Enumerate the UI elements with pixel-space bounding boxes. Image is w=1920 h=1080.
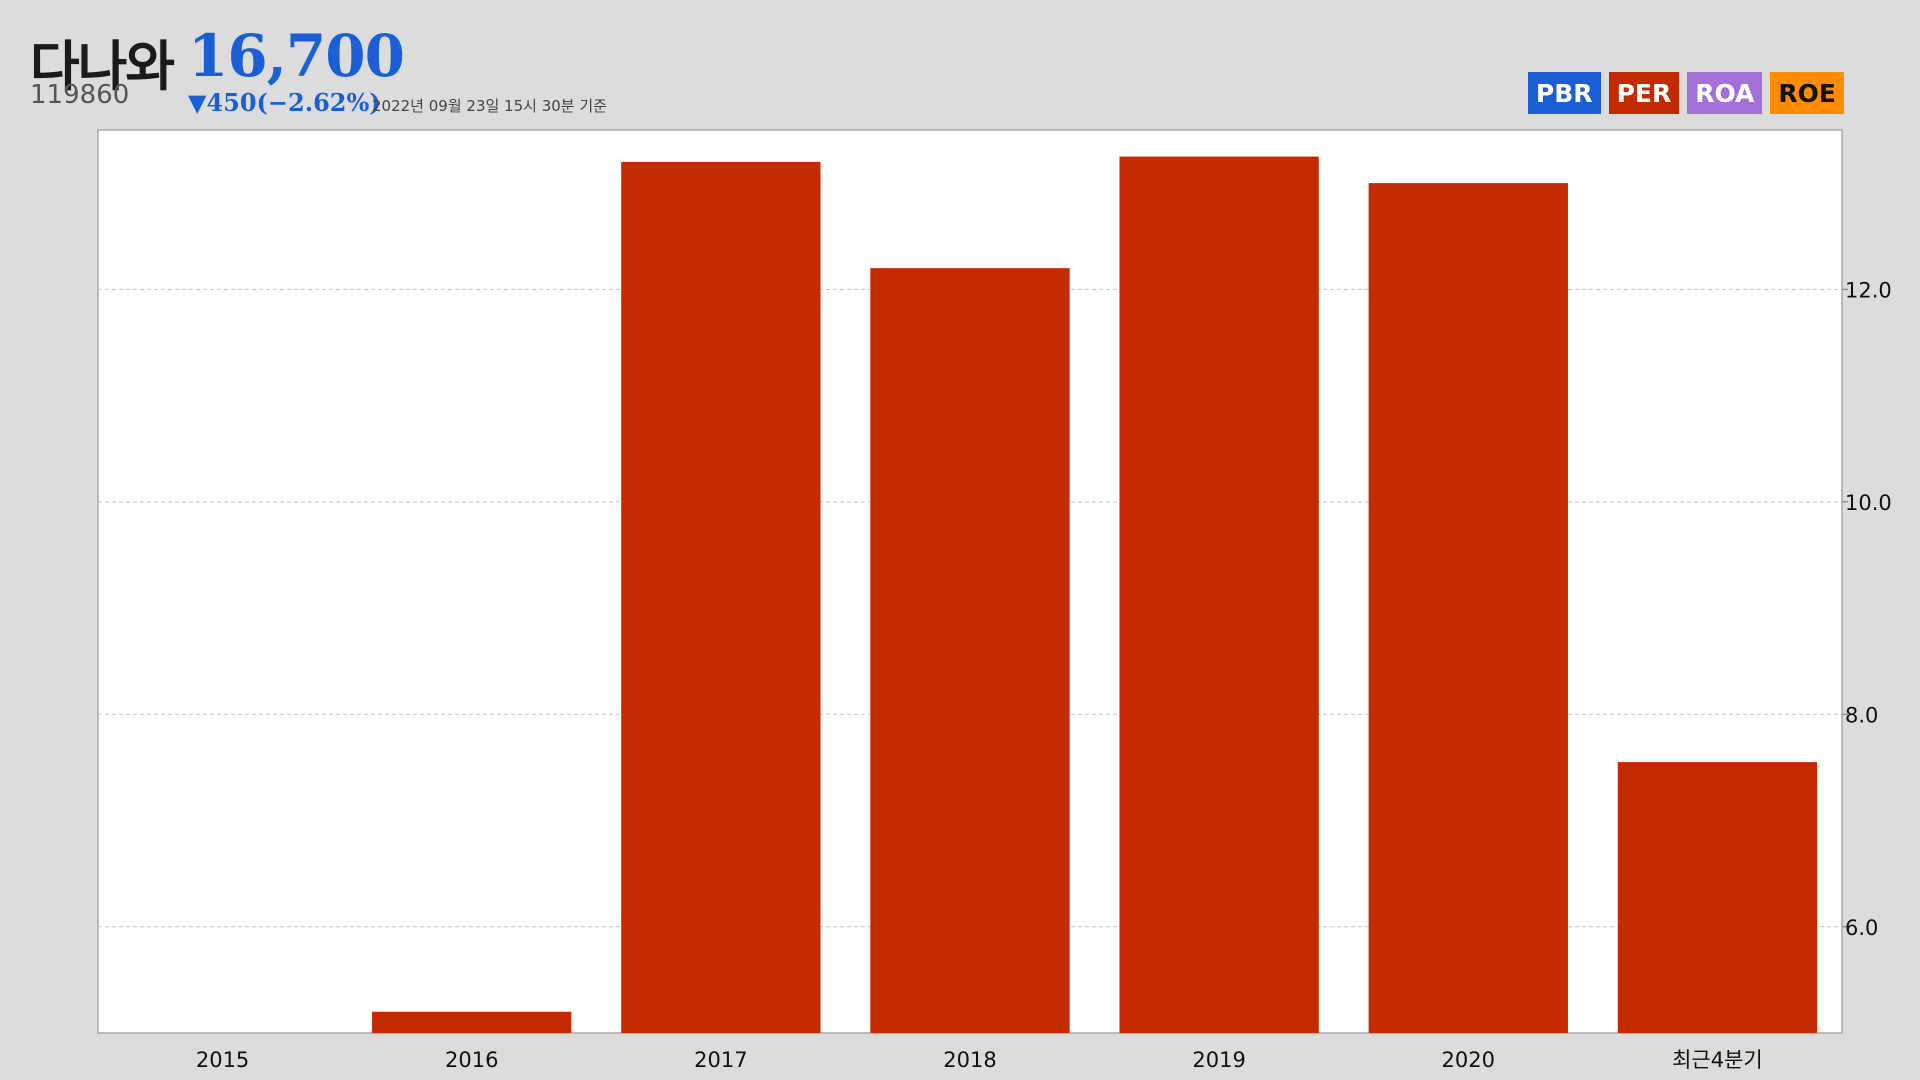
y-tick-label: 12.0 [1845,278,1892,302]
roe-button[interactable]: ROE [1770,72,1844,114]
x-tick-label: 2018 [943,1048,996,1072]
bar [372,1011,572,1033]
stock-name: 다나와 [30,35,175,98]
x-tick-label: 2020 [1442,1048,1495,1072]
bar [1119,156,1319,1033]
bar [1368,183,1568,1033]
price-change: ▼450(−2.62%) [188,88,381,117]
y-tick-label: 10.0 [1845,491,1892,515]
metric-legend: PBR PER ROA ROE [1527,72,1844,114]
per-button[interactable]: PER [1608,72,1680,114]
x-tick-label: 2016 [445,1048,498,1072]
x-tick-label: 2017 [694,1048,747,1072]
x-tick-label: 2019 [1192,1048,1245,1072]
x-tick-label: 2015 [196,1048,249,1072]
bar [870,268,1070,1033]
stock-price: 16,700 [188,22,405,90]
roa-button[interactable]: ROA [1687,72,1763,114]
bar [621,161,821,1033]
bar [1617,762,1818,1033]
y-tick-label: 6.0 [1845,916,1878,940]
stock-code: 119860 [30,80,130,110]
x-tick-label: 최근4분기 [1672,1048,1763,1072]
pbr-button[interactable]: PBR [1527,72,1601,114]
timestamp: 2022년 09월 23일 15시 30분 기준 [372,97,607,115]
y-tick-label: 8.0 [1845,703,1878,727]
